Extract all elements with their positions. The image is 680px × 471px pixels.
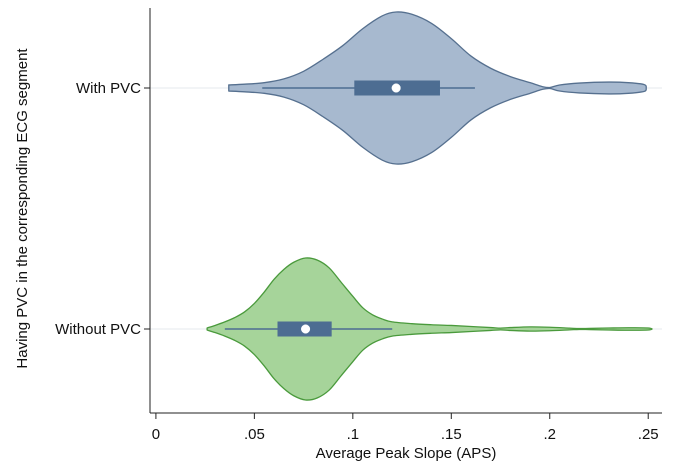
x-tick-label-5: .25 — [638, 426, 659, 443]
y-category-label-without-pvc: Without PVC — [55, 321, 141, 338]
x-tick-label-1: .05 — [244, 426, 265, 443]
y-category-label-with-pvc: With PVC — [76, 80, 141, 97]
x-axis-title: Average Peak Slope (APS) — [316, 445, 497, 462]
x-tick-label-0: 0 — [152, 426, 160, 443]
x-axis-ticks: 0 .05 .1 .15 .2 .25 — [152, 413, 659, 443]
boxplots — [224, 80, 475, 337]
median-marker-with-pvc — [391, 83, 401, 93]
x-tick-label-3: .15 — [441, 426, 462, 443]
y-axis-categories: With PVC Without PVC — [55, 80, 150, 338]
x-tick-label-2: .1 — [347, 426, 360, 443]
x-tick-label-4: .2 — [543, 426, 556, 443]
violins — [206, 11, 653, 401]
median-marker-without-pvc — [301, 324, 311, 334]
y-axis-title: Having PVC in the corresponding ECG segm… — [14, 48, 31, 369]
violin-without-pvc — [206, 257, 653, 401]
